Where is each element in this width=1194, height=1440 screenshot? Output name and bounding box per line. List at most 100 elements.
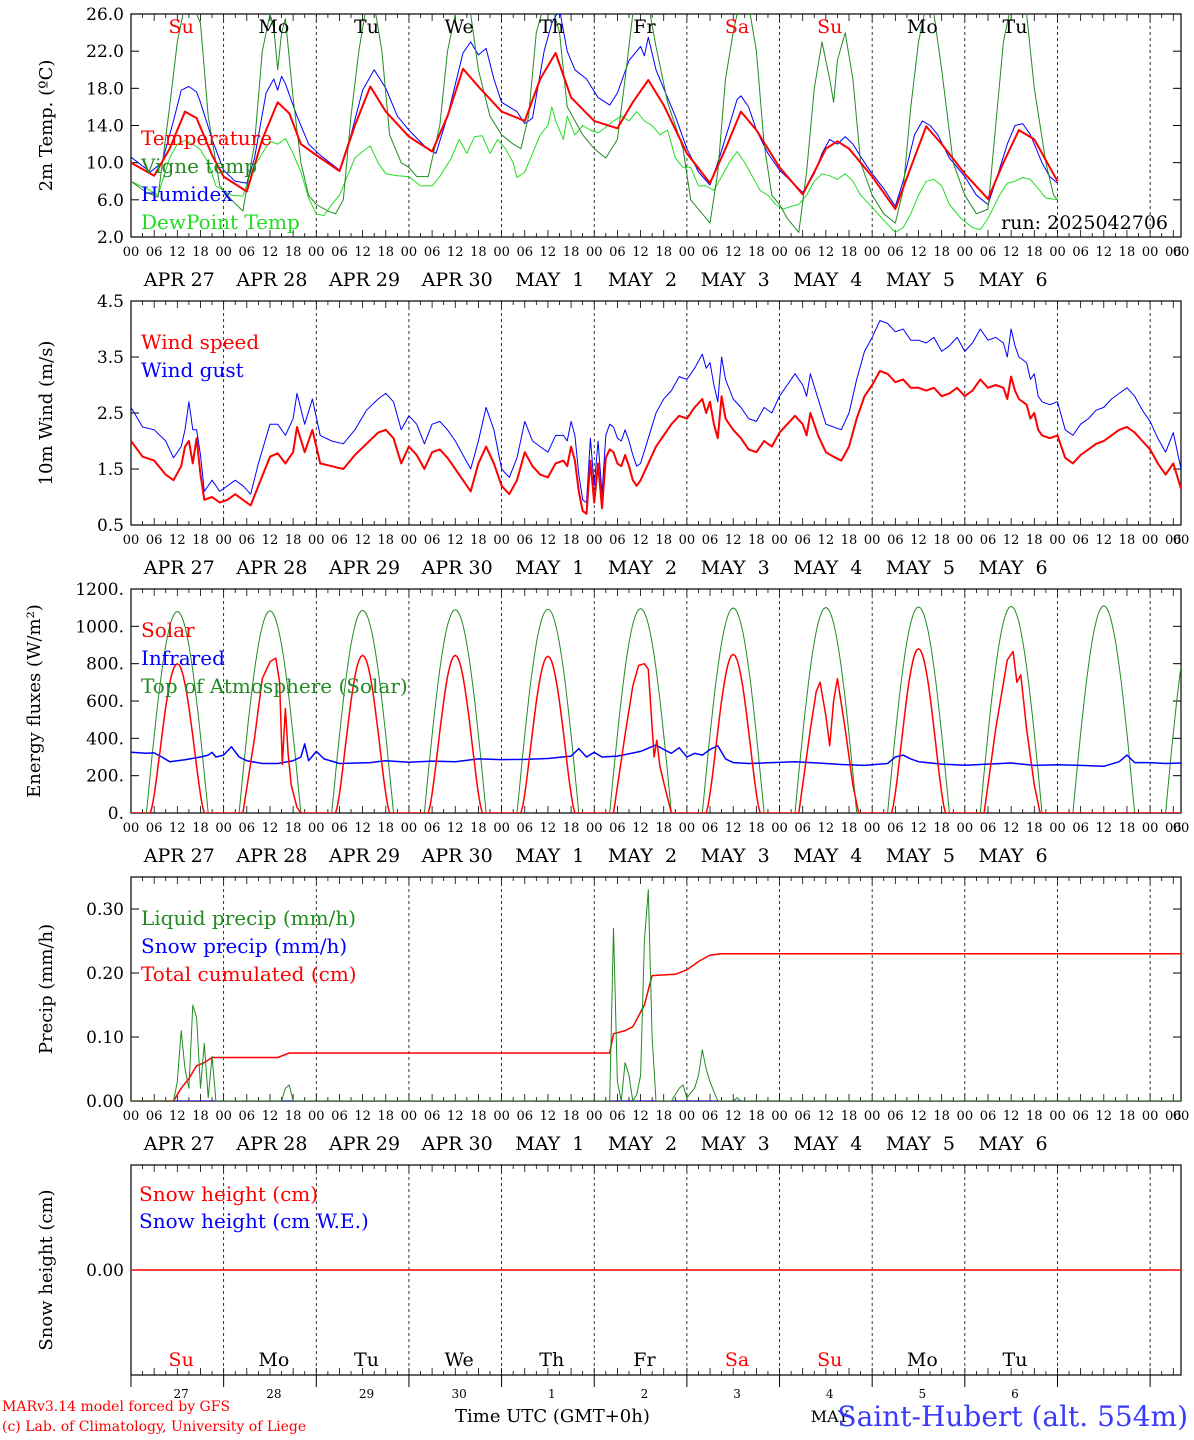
weekday-label: Tu — [1003, 1349, 1028, 1371]
date-label: MAY 6 — [979, 1133, 1048, 1155]
x-tick-label: 12 — [540, 533, 557, 548]
date-label: APR 27 — [143, 269, 215, 291]
x-tick-label: 12 — [1096, 533, 1113, 548]
x-tick-label: 18 — [563, 1109, 580, 1124]
x-tick-label: 06 — [887, 245, 904, 260]
x-tick-label: 12 — [632, 821, 649, 836]
weekday-label: Mo — [907, 1349, 938, 1371]
legend-entry: Snow height (cm W.E.) — [139, 1209, 369, 1233]
x-tick-label: 12 — [818, 245, 835, 260]
x-tick-label: 18 — [655, 245, 672, 260]
x-tick-label: 12 — [725, 533, 742, 548]
x-tick-label: 00 — [1173, 533, 1190, 548]
x-tick-label: 00 — [864, 533, 881, 548]
x-tick-label: 06 — [980, 821, 997, 836]
date-label: APR 29 — [328, 269, 400, 291]
y-tick-label: 0.20 — [86, 964, 124, 984]
x-tick-label: 00 — [1049, 821, 1066, 836]
weekday-label: Su — [817, 1349, 842, 1371]
date-label: APR 28 — [235, 557, 307, 579]
x-tick-label: 00 — [957, 245, 974, 260]
legend-entry: Infrared — [141, 646, 225, 670]
x-tick-label: 00 — [771, 821, 788, 836]
x-tick-label: 00 — [586, 533, 603, 548]
weekday-label: Th — [539, 16, 564, 38]
x-tick-label: 18 — [748, 533, 765, 548]
x-tick-label: 18 — [378, 1109, 395, 1124]
x-tick-label: 00 — [493, 821, 510, 836]
weekday-label: Sa — [725, 16, 749, 38]
x-tick-label: 12 — [1096, 821, 1113, 836]
x-tick-label: 18 — [748, 821, 765, 836]
date-label: MAY 6 — [979, 845, 1048, 867]
x-tick-label: 00 — [957, 1109, 974, 1124]
date-label: MAY 4 — [793, 845, 862, 867]
day-number: 28 — [266, 1387, 281, 1401]
x-tick-label: 06 — [702, 245, 719, 260]
x-tick-label: 18 — [1026, 245, 1043, 260]
x-tick-label: 00 — [1142, 821, 1159, 836]
x-tick-label: 12 — [910, 533, 927, 548]
x-tick-label: 18 — [748, 245, 765, 260]
x-tick-label: 06 — [980, 245, 997, 260]
x-tick-label: 00 — [679, 821, 696, 836]
x-tick-label: 12 — [1003, 1109, 1020, 1124]
x-tick-label: 18 — [933, 821, 950, 836]
weekday-label: Mo — [258, 16, 289, 38]
y-axis-label: 10m Wind (m/s) — [36, 341, 57, 486]
x-tick-label: 12 — [725, 245, 742, 260]
x-tick-label: 18 — [563, 821, 580, 836]
x-tick-label: 12 — [169, 533, 186, 548]
day-number: 29 — [359, 1387, 374, 1401]
x-tick-label: 00 — [308, 533, 325, 548]
x-tick-label: 00 — [864, 245, 881, 260]
weekday-label: Fr — [633, 16, 656, 38]
x-tick-label: 12 — [540, 1109, 557, 1124]
x-tick-label: 06 — [331, 533, 348, 548]
date-label: APR 27 — [143, 557, 215, 579]
x-tick-label: 06 — [702, 533, 719, 548]
x-tick-label: 00 — [864, 821, 881, 836]
x-tick-label: 06 — [702, 1109, 719, 1124]
x-tick-label: 06 — [146, 245, 163, 260]
x-tick-label: 06 — [516, 1109, 533, 1124]
date-label: APR 30 — [421, 1133, 493, 1155]
x-tick-label: 00 — [493, 533, 510, 548]
y-tick-label: 200. — [86, 767, 124, 787]
x-tick-label: 12 — [818, 821, 835, 836]
y-tick-label: 2.0 — [97, 228, 124, 248]
y-tick-label: 14.0 — [86, 117, 124, 137]
y-axis-label: Snow height (cm) — [36, 1189, 57, 1350]
x-tick-label: 12 — [447, 821, 464, 836]
x-tick-label: 06 — [609, 533, 626, 548]
x-tick-label: 12 — [262, 1109, 279, 1124]
legend-entry: Top of Atmosphere (Solar) — [141, 674, 408, 698]
date-label: MAY 2 — [608, 1133, 677, 1155]
x-tick-label: 18 — [1119, 1109, 1136, 1124]
x-tick-label: 12 — [354, 1109, 371, 1124]
x-tick-label: 12 — [910, 245, 927, 260]
x-tick-label: 12 — [725, 821, 742, 836]
x-tick-label: 12 — [1003, 245, 1020, 260]
x-tick-label: 06 — [794, 533, 811, 548]
x-tick-label: 06 — [424, 821, 441, 836]
x-tick-label: 12 — [540, 245, 557, 260]
y-tick-label: 0.00 — [86, 1261, 124, 1281]
date-label: MAY 2 — [608, 269, 677, 291]
x-tick-label: 06 — [516, 245, 533, 260]
legend-entry: Vigne temp — [140, 154, 257, 178]
x-tick-label: 18 — [470, 533, 487, 548]
x-tick-label: 18 — [841, 821, 858, 836]
weekday-label: Su — [817, 16, 842, 38]
x-tick-label: 12 — [1096, 1109, 1113, 1124]
panel-temp: 2.0 6.0 10.0 14.0 18.0 22.0 26.0 2m Temp. (ºC) 0… — [36, 5, 1189, 291]
series-line-liquid-precip-mm-h — [131, 889, 1181, 1101]
x-tick-label: 12 — [910, 821, 927, 836]
x-tick-label: 00 — [1049, 245, 1066, 260]
series-line-dewpoint-temp — [131, 106, 1058, 233]
x-tick-label: 18 — [470, 1109, 487, 1124]
x-tick-label: 06 — [794, 821, 811, 836]
y-tick-label: 4.5 — [97, 292, 124, 312]
y-tick-label: 0.00 — [86, 1092, 124, 1112]
